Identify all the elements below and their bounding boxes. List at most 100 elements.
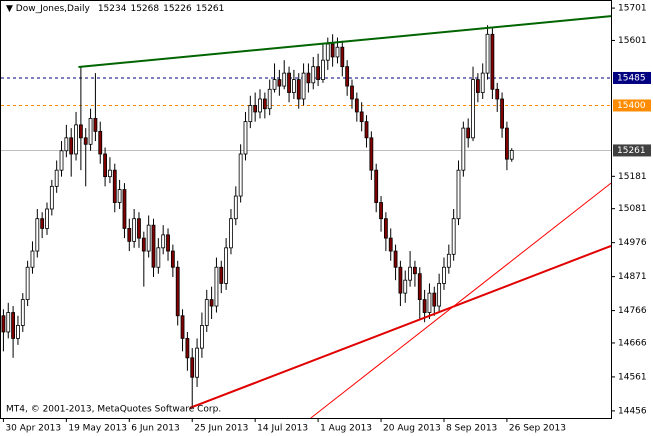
price-label: 15261 <box>617 146 646 156</box>
candle-body <box>54 169 59 187</box>
candle-body <box>156 247 161 268</box>
candle-body <box>345 66 350 87</box>
footer: MT4, © 2001-2013, MetaQuotes Software Co… <box>6 405 221 415</box>
y-tick-label: 14456 <box>618 406 647 416</box>
candle-body <box>379 202 383 220</box>
candle-body <box>238 153 243 197</box>
candle-body <box>262 98 267 110</box>
candle-body <box>461 127 466 171</box>
candle-body <box>408 266 412 281</box>
candle-body <box>141 237 146 252</box>
candle-body <box>422 299 427 313</box>
candle-body <box>161 234 166 249</box>
candle-body <box>59 150 64 171</box>
candle-body <box>11 312 16 339</box>
candle-body <box>117 189 122 203</box>
candle-body <box>393 250 398 268</box>
candle-body <box>287 72 291 93</box>
candle-body <box>383 218 388 239</box>
candle-body <box>180 315 185 339</box>
x-tick-label: 20 Aug 2013 <box>383 424 441 434</box>
candle-body <box>98 130 103 155</box>
price-label: 15400 <box>617 101 646 111</box>
candle-body <box>243 121 248 155</box>
header-high: 15268 <box>130 4 159 14</box>
candle-body <box>112 169 117 203</box>
candle-body <box>146 224 151 252</box>
trend-line <box>189 244 612 409</box>
candle-body <box>417 273 422 300</box>
candle-body <box>505 127 509 160</box>
candle-body <box>108 169 112 178</box>
candle-body <box>480 72 485 93</box>
candle-body <box>277 79 282 87</box>
candle-body <box>224 247 229 284</box>
candle-body <box>456 169 461 220</box>
candle-body <box>137 218 141 239</box>
x-tick-label: 6 Jun 2013 <box>131 424 179 434</box>
candle-body <box>311 66 316 84</box>
y-tick-label: 14871 <box>618 272 647 282</box>
candle-body <box>103 153 107 178</box>
price-label: 15485 <box>617 73 646 83</box>
candle-body <box>354 98 359 113</box>
candle-body <box>296 79 301 100</box>
candle-body <box>195 347 199 378</box>
plot-frame <box>0 0 612 419</box>
y-tick-label: 15701 <box>618 4 647 14</box>
candle-body <box>500 98 504 129</box>
candle-body <box>248 105 253 123</box>
candle-body <box>359 111 364 123</box>
candle-body <box>25 266 30 300</box>
candle-body <box>272 79 277 90</box>
candle-body <box>509 150 514 160</box>
trend-line <box>310 182 612 419</box>
candle-body <box>209 299 214 307</box>
candle-body <box>151 224 156 268</box>
candle-body <box>166 234 170 252</box>
candle-body <box>190 357 195 378</box>
candle-body <box>282 72 287 87</box>
candle-body <box>229 218 233 249</box>
y-tick-label: 14766 <box>618 306 647 316</box>
candle-body <box>427 292 432 313</box>
candle-body <box>350 85 354 100</box>
candle-body <box>466 127 471 139</box>
chart-title: Dow_Jones,Daily <box>16 4 91 14</box>
candle-body <box>30 250 35 268</box>
candle-body <box>335 46 340 58</box>
candle-body <box>6 312 11 333</box>
candle-body <box>325 43 330 61</box>
candle-body <box>306 72 311 84</box>
x-tick-label: 25 Jun 2013 <box>194 424 248 434</box>
y-tick-label: 14561 <box>618 372 647 382</box>
candle-body <box>330 43 335 58</box>
candle-body <box>233 195 238 220</box>
candle-body <box>16 325 20 339</box>
candle-body <box>490 33 495 90</box>
candle-body <box>437 283 442 307</box>
candle-body <box>267 88 272 110</box>
candle-body <box>74 124 78 155</box>
marks <box>1 15 612 419</box>
candle-body <box>432 292 437 307</box>
candle-body <box>219 266 224 284</box>
symbol-icon: ▼ <box>6 4 16 14</box>
header-open: 15234 <box>98 4 127 14</box>
candle-body <box>451 218 456 255</box>
header-low: 15226 <box>163 4 192 14</box>
candle-body <box>122 189 127 229</box>
x-tick-label: 8 Sep 2013 <box>446 424 497 434</box>
candle-body <box>374 169 379 203</box>
candle-body <box>369 137 374 171</box>
candle-body <box>403 279 408 294</box>
price-label-box <box>613 71 651 84</box>
candle-body <box>388 237 393 252</box>
price-label-box <box>613 144 651 157</box>
candle-body <box>301 72 306 100</box>
candle-body <box>340 46 345 68</box>
candle-body <box>364 121 369 139</box>
y-tick-label: 14976 <box>618 238 647 248</box>
candle-body <box>485 33 490 74</box>
candle-body <box>442 266 446 284</box>
